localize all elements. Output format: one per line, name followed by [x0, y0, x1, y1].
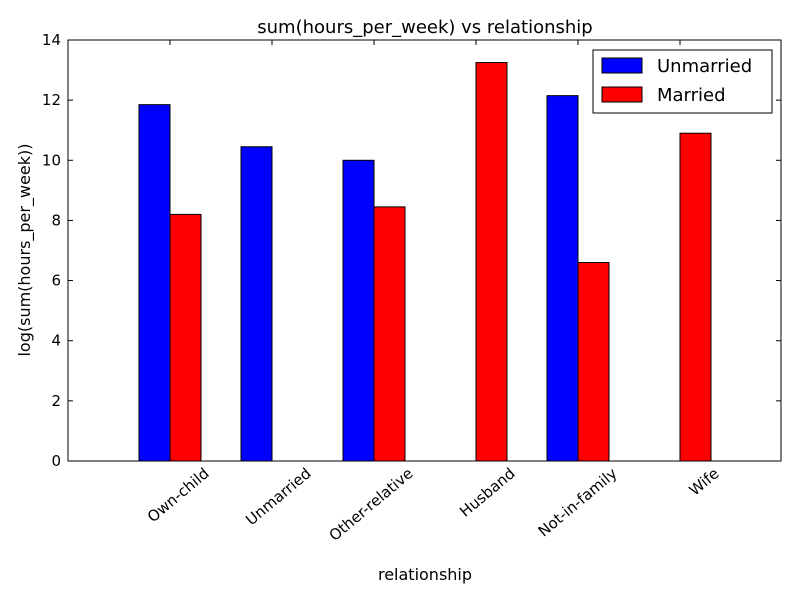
- bar-married-wife: [679, 132, 712, 462]
- legend-label-married: Married: [657, 85, 726, 106]
- plot-frame: [67, 39, 782, 462]
- x-tick-label: Own-child: [144, 464, 213, 526]
- y-tick-label: 4: [51, 332, 61, 350]
- x-tick-label: Husband: [456, 464, 518, 520]
- chart-title: sum(hours_per_week) vs relationship: [257, 17, 592, 38]
- y-tick-label: 14: [42, 31, 61, 49]
- bar-married-other-relative: [373, 206, 406, 462]
- y-axis: 0 2 4 6 8 10 12 14: [42, 31, 781, 470]
- bar-married-own-child: [169, 213, 202, 462]
- bar-unmarried-other-relative: [342, 159, 375, 462]
- bar-married-husband: [475, 62, 508, 462]
- y-tick-label: 0: [51, 452, 61, 470]
- y-tick-label: 8: [51, 211, 61, 229]
- y-tick-label: 12: [42, 91, 61, 109]
- bar-unmarried-own-child: [138, 104, 171, 462]
- bars: [138, 62, 712, 462]
- y-axis-label: log(sum(hours_per_week)): [15, 143, 35, 356]
- x-tick-label: Unmarried: [242, 464, 314, 529]
- x-tick-label: Wife: [686, 464, 723, 499]
- y-tick-label: 10: [42, 151, 61, 169]
- x-tick-label: Other-relative: [326, 464, 417, 544]
- legend-swatch-unmarried: [601, 57, 643, 74]
- legend-swatch-married: [601, 86, 643, 103]
- x-axis: Own-child Unmarried Other-relative Husband N…: [144, 40, 723, 545]
- y-tick-label: 6: [51, 272, 61, 290]
- y-tick-label: 2: [51, 392, 61, 410]
- x-axis-label: relationship: [378, 565, 472, 584]
- bar-married-not-in-family: [577, 262, 610, 462]
- legend: Unmarried Married: [592, 49, 773, 114]
- bar-unmarried-not-in-family: [546, 95, 579, 462]
- legend-label-unmarried: Unmarried: [657, 56, 752, 77]
- x-tick-label: Not-in-family: [535, 464, 621, 540]
- bar-unmarried-unmarried: [240, 146, 273, 462]
